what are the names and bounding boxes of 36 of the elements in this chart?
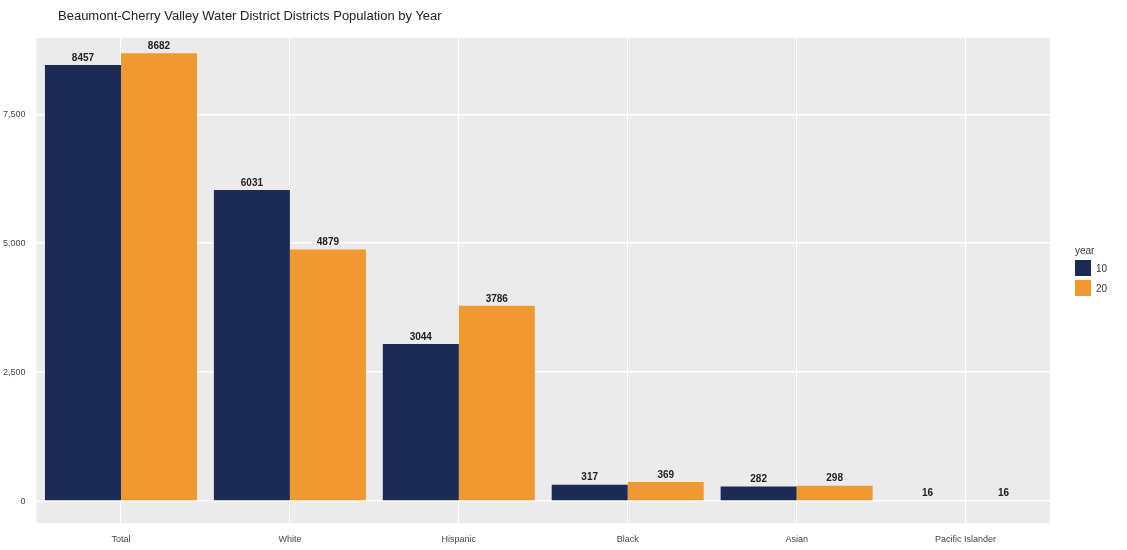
y-tick-label: 5,000: [2, 237, 26, 248]
bar: [382, 344, 459, 501]
chart-title: Beaumont-Cherry Valley Water District Districts Population by Year: [58, 8, 442, 23]
x-tick-label: Hispanic: [441, 534, 477, 545]
data-label: 4879: [316, 236, 340, 248]
bar: [120, 53, 197, 501]
x-tick-label: Asian: [785, 534, 808, 545]
data-label: 317: [581, 471, 599, 483]
bar: [213, 190, 290, 501]
bar: [458, 305, 535, 501]
data-label: 6031: [240, 176, 264, 188]
x-tick-label: Pacific Islander: [935, 534, 997, 545]
y-tick-label: 7,500: [2, 108, 26, 119]
data-label: 8457: [71, 51, 95, 63]
bar: [627, 482, 704, 501]
bar: [289, 249, 366, 501]
data-label: 16: [997, 486, 1010, 498]
bar: [720, 486, 797, 501]
bar: [44, 64, 121, 501]
data-label: 298: [826, 472, 844, 484]
legend-title: year: [1075, 245, 1096, 256]
x-tick-label: Total: [111, 534, 131, 545]
data-label: 8682: [147, 40, 171, 52]
data-label: 3786: [485, 292, 509, 304]
bar: [796, 485, 873, 501]
x-tick-label: White: [278, 534, 302, 545]
data-label: 282: [750, 473, 768, 485]
x-tick-label: Black: [616, 534, 640, 545]
y-tick-label: 0: [20, 495, 26, 506]
data-label: 3044: [409, 330, 433, 342]
y-tick-label: 2,500: [2, 366, 26, 377]
data-label: 16: [921, 486, 934, 498]
data-label: 369: [657, 468, 675, 480]
legend-label: 10: [1096, 262, 1108, 274]
bar: [551, 484, 628, 501]
legend-label: 20: [1096, 282, 1108, 294]
